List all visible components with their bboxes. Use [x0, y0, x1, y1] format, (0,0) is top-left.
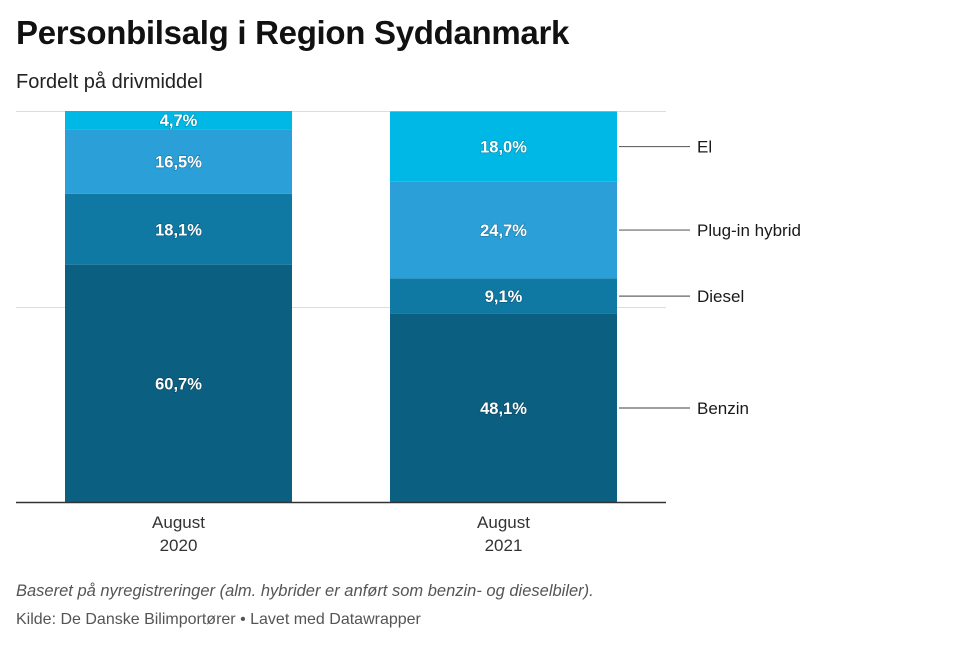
bar-segment-el-0 [65, 111, 292, 130]
data-label: 48,1% [480, 400, 527, 418]
chart-source: Kilde: De Danske Bilimportører • Lavet m… [16, 611, 421, 628]
bar-segment-benzin-0 [65, 264, 292, 502]
bar-segment-diesel-0 [65, 193, 292, 265]
legend-entry: Benzin [697, 399, 749, 418]
chart-title: Personbilsalg i Region Syddanmark [16, 14, 570, 51]
bar-segment-plug-in-hybrid-0 [65, 129, 292, 194]
data-label: 24,7% [480, 222, 527, 240]
bar-segment-benzin-1 [390, 313, 617, 502]
data-label: 9,1% [485, 288, 523, 306]
legend-entry: Plug-in hybrid [697, 221, 801, 240]
data-label: 18,0% [480, 139, 527, 157]
chart-subtitle: Fordelt på drivmiddel [16, 71, 203, 93]
stacked-bar-chart: 60,7% 18,1% 16,5% 4,7% August 2020 48,1% 9,1% 24… [16, 111, 801, 555]
legend-entry: Diesel [697, 287, 744, 306]
data-label: 16,5% [155, 154, 202, 172]
x-tick-label: August [152, 513, 205, 532]
x-tick-label: 2020 [160, 536, 198, 555]
data-label: 4,7% [160, 112, 198, 130]
x-tick-label: August [477, 513, 530, 532]
data-label: 60,7% [155, 375, 202, 393]
chart-note: Baseret på nyregistreringer (alm. hybrid… [16, 582, 594, 600]
bar-segment-plug-in-hybrid-1 [390, 181, 617, 279]
data-label: 18,1% [155, 221, 202, 239]
legend-entry: El [697, 138, 712, 157]
bar-segment-diesel-1 [390, 278, 617, 314]
x-tick-label: 2021 [485, 536, 523, 555]
bar-segment-el-1 [390, 111, 617, 182]
